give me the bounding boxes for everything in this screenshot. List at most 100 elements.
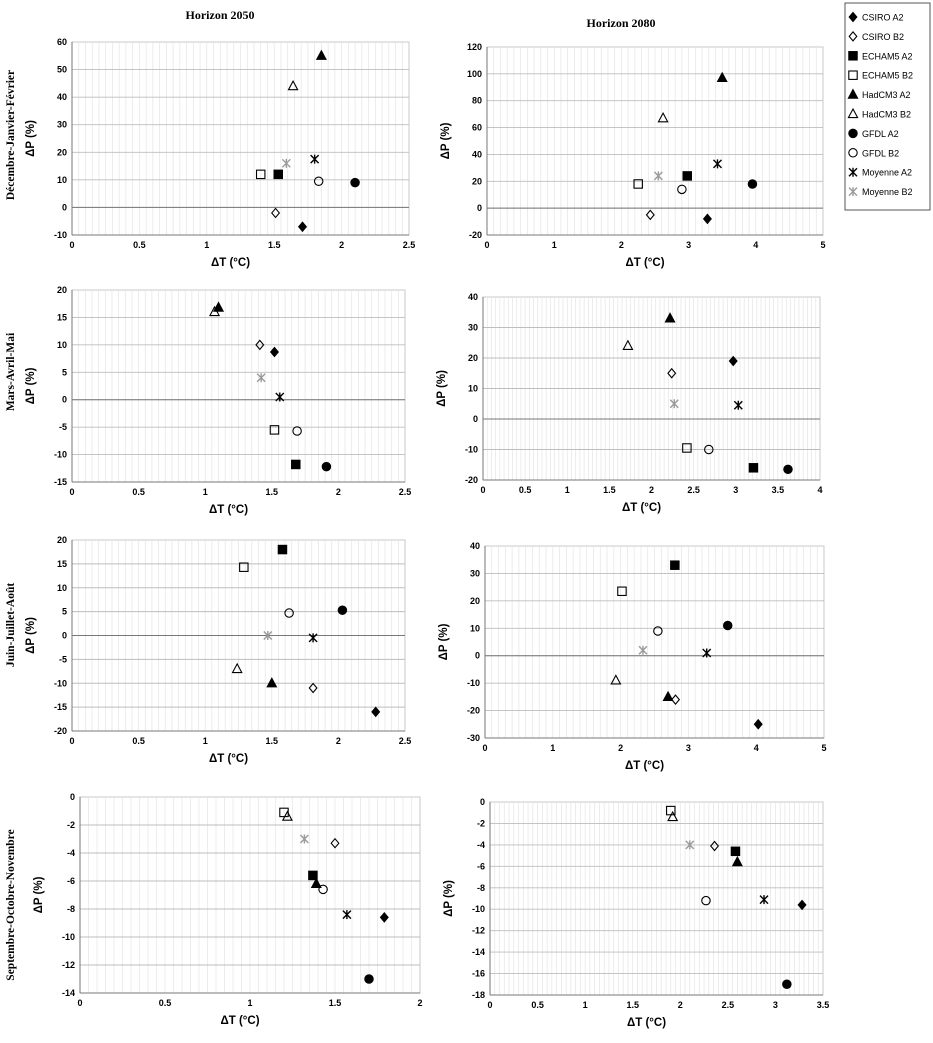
y-tick-label: 0	[480, 797, 485, 807]
data-point	[783, 464, 793, 475]
y-tick-label: -12	[472, 926, 485, 936]
data-point	[667, 367, 677, 379]
x-tick-label: 2	[618, 743, 623, 753]
data-point	[256, 373, 266, 383]
y-tick-label: 10	[57, 175, 67, 185]
y-tick-label: -4	[477, 840, 485, 850]
y-tick-label: 20	[57, 285, 67, 295]
y-tick-label: -5	[59, 654, 67, 664]
data-point	[281, 810, 293, 821]
x-axis-title: ΔT (°C)	[211, 257, 250, 269]
x-tick-label: 0.5	[519, 485, 532, 495]
x-axis-title: ΔT (°C)	[209, 753, 248, 765]
data-point	[657, 112, 669, 123]
y-tick-label: 100	[467, 69, 482, 79]
data-point	[759, 895, 769, 905]
y-tick-label: 30	[468, 323, 478, 333]
data-point	[364, 974, 374, 984]
y-tick-label: -12	[62, 960, 75, 970]
y-tick-label: -14	[62, 988, 75, 998]
data-point	[722, 620, 733, 631]
legend-marker	[848, 31, 858, 42]
data-point	[667, 810, 679, 822]
x-tick-label: 2.5	[403, 240, 416, 250]
y-tick-label: 10	[57, 340, 67, 350]
data-point	[239, 562, 249, 572]
x-tick-label: 0.5	[133, 240, 146, 250]
row-title: Juin-Juillet-Août	[5, 583, 17, 668]
x-tick-label: 3	[733, 485, 738, 495]
y-tick-label: 0	[473, 414, 478, 424]
x-tick-label: 2	[336, 736, 341, 746]
data-point	[704, 444, 714, 455]
row-title: Décembre-Janvier-Février	[5, 70, 17, 200]
x-tick-label: 2.5	[687, 485, 700, 495]
y-tick-label: -10	[467, 678, 480, 688]
y-tick-label: -6	[477, 861, 485, 871]
y-tick-label: -10	[54, 230, 67, 240]
x-tick-label: 0.5	[132, 736, 145, 746]
data-point	[702, 648, 712, 658]
data-point	[653, 171, 663, 181]
legend-marker	[847, 107, 859, 119]
x-tick-label: 1	[247, 998, 252, 1008]
y-tick-label: -10	[62, 932, 75, 942]
y-axis-title: ΔP (%)	[443, 880, 455, 917]
x-tick-label: 0	[482, 743, 487, 753]
legend-label: Moyenne A2	[862, 168, 912, 178]
row-title: Septembre-Octobre-Novembre	[5, 829, 17, 980]
legend-label: ECHAM5 B2	[862, 71, 913, 81]
legend-marker	[848, 70, 858, 80]
y-tick-label: 80	[472, 96, 482, 106]
x-tick-label: 0	[487, 1000, 492, 1010]
x-tick-label: 1.5	[266, 736, 279, 746]
data-point	[350, 177, 360, 188]
y-tick-label: -20	[469, 230, 482, 240]
y-tick-label: 0	[62, 395, 67, 405]
data-point	[292, 426, 302, 436]
data-point	[669, 399, 679, 409]
x-tick-label: 2.5	[399, 736, 412, 746]
y-tick-label: 20	[472, 176, 482, 186]
y-tick-label: -6	[67, 876, 75, 886]
x-tick-label: 2.5	[399, 487, 412, 497]
data-point	[670, 694, 681, 705]
data-point	[748, 463, 759, 473]
data-point	[371, 706, 381, 718]
data-point	[297, 221, 308, 233]
y-tick-label: -8	[67, 904, 75, 914]
data-point	[308, 633, 318, 643]
x-tick-label: 3	[773, 1000, 778, 1010]
y-tick-label: 10	[468, 384, 478, 394]
y-tick-label: -2	[67, 820, 75, 830]
data-point	[638, 645, 648, 655]
data-point	[753, 718, 763, 730]
x-tick-label: 4	[817, 485, 822, 495]
data-point	[682, 171, 693, 181]
data-point	[610, 674, 622, 685]
y-axis-title: ΔP (%)	[25, 617, 37, 654]
y-tick-label: -15	[54, 477, 67, 487]
data-point	[284, 608, 294, 618]
x-axis-title: ΔT (°C)	[220, 1015, 259, 1027]
scatter-plot: 0 0.5 1 1.5 2 2.5 -20 -15 -10 -5 0 5 10 15 20 ΔT (°C) ΔP…	[25, 535, 411, 765]
x-tick-label: 1	[203, 736, 208, 746]
legend: CSIRO A2 CSIRO B2 ECHAM5 A2 ECHAM5 B2 HadCM3…	[844, 2, 931, 211]
scatter-plot: 0 0.5 1 1.5 2 2.5 -15 -10 -5 0 5 10 15 20 ΔT (°C) ΔP (%…	[25, 285, 411, 516]
data-point	[287, 79, 299, 91]
y-tick-label: 0	[62, 202, 67, 212]
legend-marker	[848, 167, 858, 177]
data-point	[782, 979, 792, 990]
y-tick-label: -14	[472, 947, 485, 957]
data-point	[231, 662, 243, 674]
legend-label: CSIRO A2	[862, 13, 904, 23]
data-point	[342, 910, 352, 920]
data-point	[731, 855, 743, 867]
data-point	[271, 207, 281, 219]
y-tick-label: -30	[467, 733, 480, 743]
x-tick-label: 0	[484, 240, 489, 250]
data-point	[797, 899, 807, 911]
legend-label: GFDL A2	[862, 129, 899, 139]
